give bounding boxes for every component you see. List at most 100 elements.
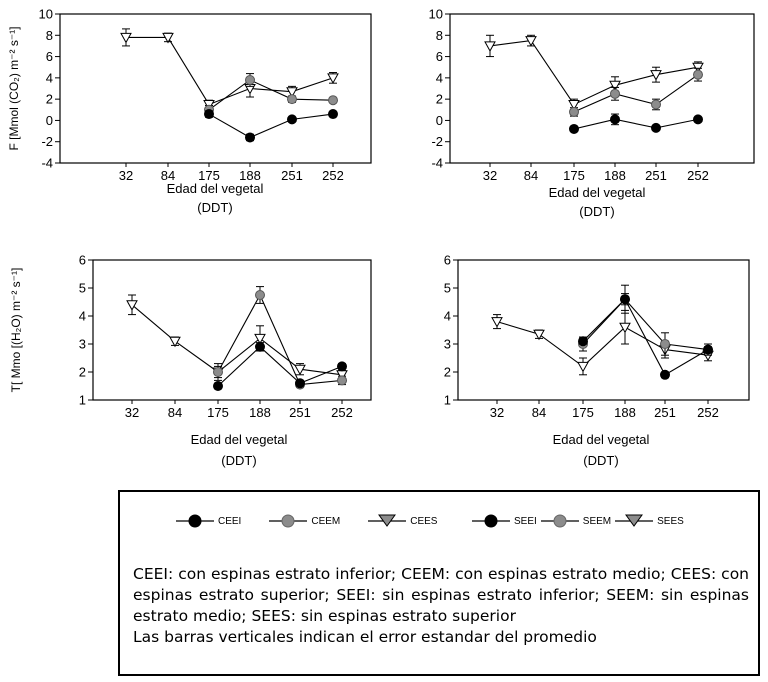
data-point xyxy=(693,69,703,80)
y-tick-label: -2 xyxy=(41,134,53,149)
series-ceem xyxy=(213,286,347,390)
legend-marker xyxy=(615,514,654,527)
data-point xyxy=(568,99,580,111)
data-point xyxy=(577,361,589,373)
x-axis-label: Edad del vegetal xyxy=(191,432,288,447)
series-ceem xyxy=(204,73,338,115)
series-line xyxy=(582,298,709,376)
x-tick-label: 175 xyxy=(207,405,229,420)
x-tick-label: 32 xyxy=(483,168,497,183)
chart-panel-3: 1 2 3 4 5 6 32 84 175 188 251 252 Edad del vegetal (D… xyxy=(9,253,372,468)
series-seei xyxy=(578,293,713,380)
data-point xyxy=(337,375,347,386)
notes-abbreviations: CEEI: con espinas estrato inferior; CEEM… xyxy=(133,565,749,625)
legend-label: SEES xyxy=(657,515,684,527)
data-point xyxy=(169,336,181,348)
y-tick-label: 3 xyxy=(444,337,451,352)
x-axis-unit: (DDT) xyxy=(221,453,256,468)
data-point xyxy=(254,333,266,345)
data-point xyxy=(693,114,703,125)
y-tick-label: 6 xyxy=(79,253,86,268)
series-line xyxy=(208,113,334,139)
data-point xyxy=(569,106,579,117)
data-point xyxy=(294,364,306,376)
series-ceei xyxy=(204,109,338,143)
data-point xyxy=(569,123,579,134)
data-point xyxy=(327,73,339,84)
y-tick-label: 2 xyxy=(46,92,53,107)
y-tick-label: 1 xyxy=(444,393,451,408)
data-point xyxy=(703,344,713,355)
legend-label: SEEM xyxy=(582,515,612,527)
plot-frame xyxy=(59,13,372,164)
data-point xyxy=(660,369,670,380)
y-tick-label: 2 xyxy=(436,92,443,107)
legend-item-ceem: CEEM xyxy=(269,513,340,529)
series-line xyxy=(208,79,334,111)
legend-marker xyxy=(176,514,214,528)
data-point xyxy=(213,367,223,377)
data-point xyxy=(255,341,265,352)
data-point xyxy=(619,322,631,334)
data-point xyxy=(286,87,298,98)
x-tick-label: 252 xyxy=(331,405,353,420)
data-point xyxy=(213,381,223,391)
data-point xyxy=(126,300,138,311)
x-tick-label: 32 xyxy=(119,168,133,183)
series-seei xyxy=(569,113,703,134)
x-tick-label: 188 xyxy=(239,168,261,183)
y-tick-label: 0 xyxy=(46,113,53,128)
data-point xyxy=(162,32,174,44)
series-line xyxy=(126,36,334,106)
x-axis-unit: (DDT) xyxy=(197,200,232,215)
x-tick-label: 84 xyxy=(532,405,546,420)
y-tick-label: -4 xyxy=(431,156,443,171)
y-tick-label: 5 xyxy=(79,281,86,296)
chart-panel-4: 1 2 3 4 5 6 32 84 175 188 251 252 Edad del vegetal (D… xyxy=(444,253,750,468)
data-point xyxy=(651,99,661,110)
x-tick-label: 251 xyxy=(654,405,676,420)
y-tick-label: -2 xyxy=(431,134,443,149)
y-tick-label: 6 xyxy=(436,49,443,64)
data-point xyxy=(120,32,132,44)
x-tick-label: 32 xyxy=(490,405,504,420)
x-tick-label: 188 xyxy=(604,168,626,183)
series-seem xyxy=(578,284,713,356)
y-axis-label: T[ Mmo [(H₂O) m⁻² s⁻¹] xyxy=(9,268,23,393)
x-tick-label: 32 xyxy=(125,405,139,420)
legend-notes: CEEI: con espinas estrato inferior; CEEM… xyxy=(133,564,749,648)
data-point xyxy=(204,109,214,120)
x-axis-unit: (DDT) xyxy=(583,453,618,468)
series-sees xyxy=(484,34,704,111)
legend-marker xyxy=(269,514,308,528)
x-tick-label: 175 xyxy=(563,168,585,183)
data-point xyxy=(491,317,503,328)
data-point xyxy=(578,336,588,347)
plot-frame xyxy=(457,259,750,401)
y-axis-label: F [Mmol (CO₂) m⁻² s⁻¹] xyxy=(7,27,21,151)
y-tick-label: 10 xyxy=(39,7,53,22)
data-point xyxy=(650,70,662,81)
x-tick-label: 251 xyxy=(645,168,667,183)
y-tick-label: 2 xyxy=(444,365,451,380)
x-tick-label: 175 xyxy=(198,168,220,183)
x-tick-label: 252 xyxy=(322,168,344,183)
legend-label: SEEI xyxy=(514,515,537,527)
legend-box: CEEI CEEM CEES SEEI SEEM SEES CEEI: con espi… xyxy=(118,490,760,676)
series-line xyxy=(489,40,699,106)
x-tick-label: 84 xyxy=(524,168,538,183)
chart-panel-2: -4 -2 0 2 4 6 8 10 32 84 175 188 251 252 Edad del vege… xyxy=(429,7,755,219)
data-point xyxy=(245,74,255,85)
data-point xyxy=(287,94,297,105)
y-tick-label: 3 xyxy=(79,337,86,352)
data-point xyxy=(525,36,537,47)
x-tick-label: 84 xyxy=(161,168,175,183)
legend-label: CEES xyxy=(410,515,438,527)
data-point xyxy=(660,339,670,349)
y-tick-label: 6 xyxy=(444,253,451,268)
legend-item-seei: SEEI xyxy=(472,513,537,529)
legend-item-sees: SEES xyxy=(615,513,684,529)
legend-label: CEEM xyxy=(311,515,341,527)
y-tick-label: 0 xyxy=(436,113,443,128)
y-tick-label: 1 xyxy=(79,393,86,408)
